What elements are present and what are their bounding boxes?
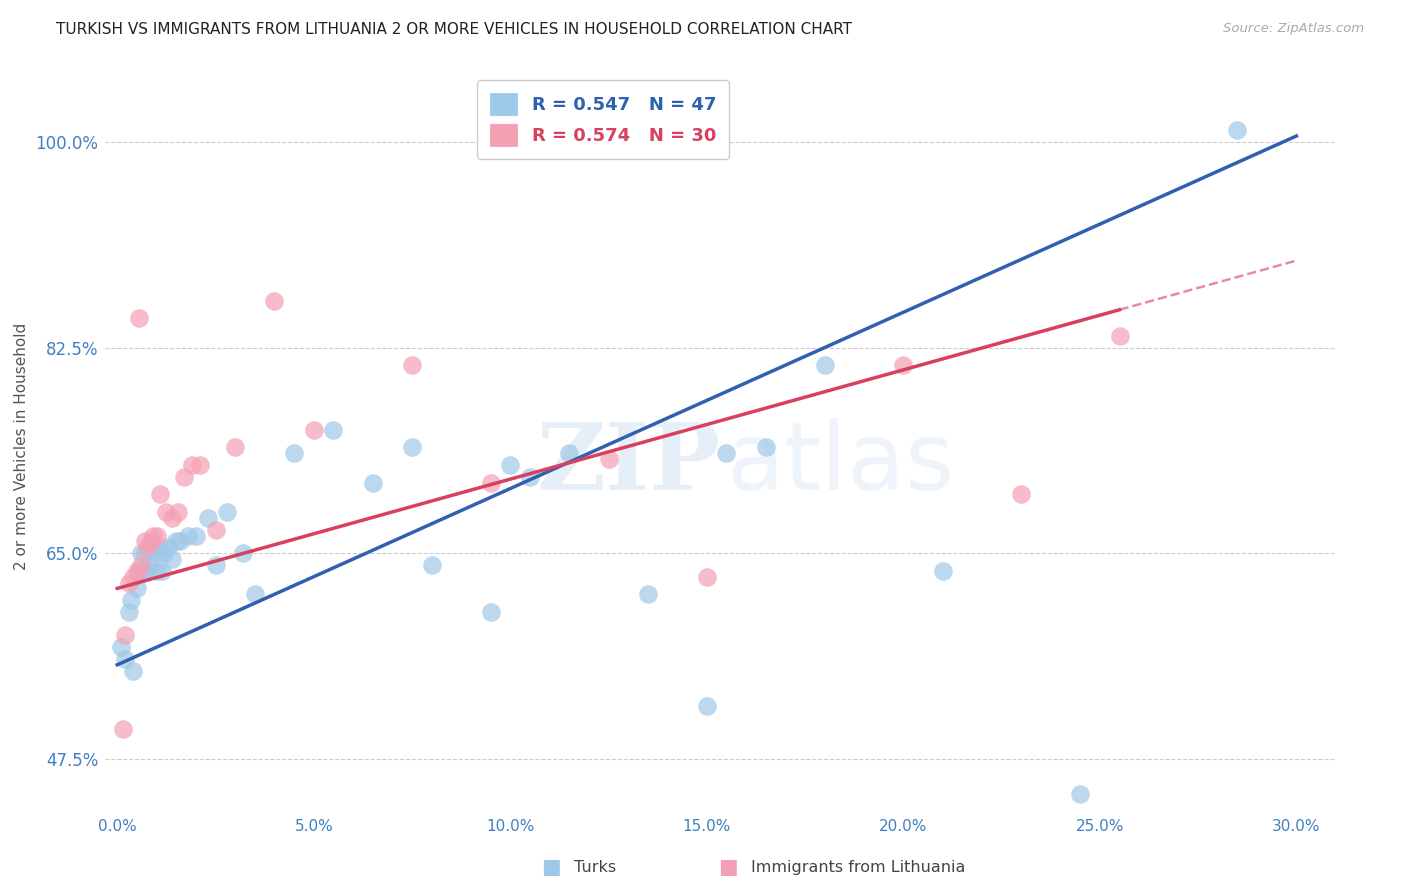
- Point: [135, 564, 157, 578]
- Point: [302, 423, 325, 437]
- Point: [361, 475, 384, 490]
- Point: [165, 534, 187, 549]
- Point: [283, 446, 305, 460]
- Point: [125, 564, 148, 578]
- Text: Turks: Turks: [574, 860, 616, 874]
- Point: [1226, 123, 1249, 137]
- Legend: R = 0.547   N = 47, R = 0.574   N = 30: R = 0.547 N = 47, R = 0.574 N = 30: [478, 80, 728, 159]
- Point: [112, 723, 135, 737]
- Point: [814, 358, 837, 372]
- Point: [142, 528, 165, 542]
- Point: [479, 605, 502, 619]
- Point: [118, 575, 141, 590]
- Text: ZIP: ZIP: [536, 418, 721, 508]
- Point: [125, 582, 148, 596]
- Point: [135, 541, 157, 555]
- Point: [479, 475, 502, 490]
- Point: [204, 523, 226, 537]
- Text: ■: ■: [718, 857, 738, 877]
- Point: [519, 470, 541, 484]
- Point: [755, 441, 778, 455]
- Point: [1010, 487, 1032, 501]
- Point: [558, 446, 581, 460]
- Point: [132, 564, 155, 578]
- Point: [110, 640, 132, 655]
- Point: [197, 511, 219, 525]
- Point: [134, 534, 156, 549]
- Point: [145, 528, 167, 542]
- Point: [1069, 787, 1091, 801]
- Text: Source: ZipAtlas.com: Source: ZipAtlas.com: [1223, 22, 1364, 36]
- Text: atlas: atlas: [727, 417, 955, 509]
- Point: [149, 546, 172, 560]
- Point: [232, 546, 254, 560]
- Point: [637, 587, 659, 601]
- Point: [204, 558, 226, 572]
- Point: [184, 528, 207, 542]
- Point: [173, 470, 195, 484]
- Point: [114, 652, 136, 666]
- Point: [224, 441, 246, 455]
- Point: [401, 358, 423, 372]
- Point: [891, 358, 914, 372]
- Point: [153, 546, 176, 560]
- Point: [129, 546, 152, 560]
- Point: [138, 558, 160, 572]
- Point: [169, 534, 191, 549]
- Point: [122, 664, 145, 678]
- Point: [145, 564, 167, 578]
- Point: [598, 452, 620, 467]
- Point: [148, 541, 170, 555]
- Point: [128, 564, 150, 578]
- Point: [1108, 328, 1130, 343]
- Point: [155, 505, 177, 519]
- Point: [139, 541, 162, 555]
- Point: [120, 593, 142, 607]
- Point: [931, 564, 953, 578]
- Point: [152, 564, 174, 578]
- Point: [499, 458, 522, 472]
- Point: [263, 293, 285, 308]
- Point: [149, 487, 172, 501]
- Text: Immigrants from Lithuania: Immigrants from Lithuania: [751, 860, 965, 874]
- Point: [181, 458, 204, 472]
- Point: [696, 698, 718, 713]
- Point: [114, 628, 136, 642]
- Point: [243, 587, 266, 601]
- Point: [177, 528, 200, 542]
- Point: [322, 423, 344, 437]
- Point: [139, 534, 162, 549]
- Text: ■: ■: [541, 857, 561, 877]
- Point: [188, 458, 211, 472]
- Point: [142, 546, 165, 560]
- Point: [122, 570, 145, 584]
- Point: [129, 558, 152, 572]
- Point: [162, 552, 184, 566]
- Point: [716, 446, 738, 460]
- Point: [401, 441, 423, 455]
- Point: [167, 505, 190, 519]
- Point: [128, 311, 150, 326]
- Point: [118, 605, 141, 619]
- Point: [420, 558, 443, 572]
- Text: TURKISH VS IMMIGRANTS FROM LITHUANIA 2 OR MORE VEHICLES IN HOUSEHOLD CORRELATION: TURKISH VS IMMIGRANTS FROM LITHUANIA 2 O…: [56, 22, 852, 37]
- Point: [162, 511, 184, 525]
- Point: [134, 546, 156, 560]
- Text: 2 or more Vehicles in Household: 2 or more Vehicles in Household: [14, 322, 28, 570]
- Point: [157, 541, 180, 555]
- Point: [696, 570, 718, 584]
- Point: [217, 505, 239, 519]
